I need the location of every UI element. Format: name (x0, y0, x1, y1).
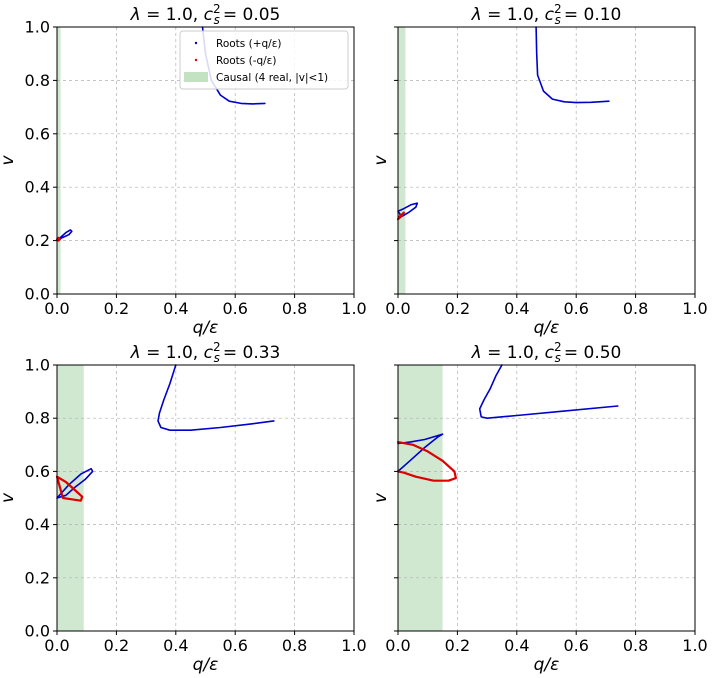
subplot-title: λ = 1.0, c2 s = 0.10 (471, 2, 622, 27)
legend-marker (194, 58, 198, 62)
series-pos-q-2 (397, 433, 444, 473)
axes-frame (56, 364, 355, 632)
x-tick-label: 0.8 (623, 636, 648, 655)
y-tick-label: 0.8 (25, 409, 50, 428)
x-axis-label: q/ε (193, 655, 219, 675)
x-axis-label: q/ε (534, 655, 560, 675)
subplot-title: λ = 1.0, c2 s = 0.05 (130, 2, 281, 27)
x-tick-label: 0.6 (563, 636, 588, 655)
x-tick-label: 1.0 (341, 299, 366, 318)
x-tick-label: 0.0 (44, 299, 69, 318)
legend: Roots (+q/ε) Roots (-q/ε) Causal (4 real, … (179, 30, 349, 90)
legend-label: Roots (-q/ε) (216, 55, 276, 67)
x-tick-label: 0.4 (504, 636, 529, 655)
series-pos-q-1 (478, 364, 619, 419)
y-tick-label: 0.0 (25, 285, 50, 304)
x-tick-label: 0.2 (104, 636, 129, 655)
subplot-title: λ = 1.0, c2 s = 0.33 (130, 340, 281, 365)
y-tick-label: 0.2 (25, 568, 50, 587)
legend-label: Causal (4 real, |v|<1) (216, 72, 328, 84)
x-tick-label: 0.2 (445, 636, 470, 655)
causal-region (398, 365, 443, 631)
y-axis-label: v (371, 492, 391, 503)
subplot-3: 0.0 0.2 0.4 0.6 0.8 1.0 0.0 0.2 0.4 0.6 0.8 1.0 q/ε v… (0, 340, 367, 675)
x-tick-label: 0.0 (385, 299, 410, 318)
x-axis-label: q/ε (193, 318, 219, 338)
legend-label: Roots (+q/ε) (216, 38, 281, 50)
series-neg-q-3 (396, 211, 405, 221)
x-tick-label: 0.4 (163, 299, 188, 318)
series-neg-q-3 (396, 441, 457, 482)
y-tick-label: 1.0 (25, 356, 50, 375)
subplot-1: 0.0 0.2 0.4 0.6 0.8 1.0 0.0 0.2 0.4 0.6 0.8 1.0 q/ε v… (0, 2, 367, 338)
subplot-title: λ = 1.0, c2 s = 0.50 (471, 340, 622, 365)
series-neg-q-3 (55, 475, 84, 502)
causal-region (57, 27, 61, 294)
axes-frame (397, 26, 696, 295)
y-tick-label: 0.6 (25, 124, 50, 143)
subplot-4: 0.0 0.2 0.4 0.6 0.8 1.0 q/ε v λ = 1.0, c2 s = 0.50 (371, 340, 708, 675)
x-tick-label: 1.0 (682, 636, 707, 655)
x-tick-label: 0.2 (104, 299, 129, 318)
y-axis-label: v (371, 155, 391, 166)
series-pos-q-2 (56, 467, 94, 499)
subplot-2: 0.0 0.2 0.4 0.6 0.8 1.0 q/ε v λ = 1.0, c2 s = 0.10 (371, 2, 708, 338)
x-tick-label: 1.0 (341, 636, 366, 655)
y-tick-label: 0.8 (25, 71, 50, 90)
grid (56, 364, 355, 632)
y-axis-label: v (0, 492, 18, 503)
x-tick-label: 0.8 (282, 299, 307, 318)
legend-marker (194, 41, 198, 45)
causal-region (398, 27, 406, 294)
series-pos-q-1 (157, 364, 275, 431)
x-tick-label: 0.4 (163, 636, 188, 655)
x-tick-label: 0.0 (385, 636, 410, 655)
x-tick-label: 0.4 (504, 299, 529, 318)
x-tick-label: 1.0 (682, 299, 707, 318)
x-tick-label: 0.0 (44, 636, 69, 655)
y-tick-label: 0.2 (25, 231, 50, 250)
x-tick-label: 0.6 (563, 299, 588, 318)
x-tick-label: 0.2 (445, 299, 470, 318)
y-tick-label: 0.0 (25, 622, 50, 641)
legend-patch (184, 72, 208, 82)
y-tick-label: 0.4 (25, 178, 50, 197)
grid (397, 26, 696, 295)
y-axis-label: v (0, 155, 18, 166)
x-axis-label: q/ε (534, 318, 560, 338)
y-tick-label: 0.6 (25, 462, 50, 481)
x-tick-label: 0.8 (282, 636, 307, 655)
x-tick-label: 0.6 (222, 636, 247, 655)
legend-box (179, 30, 349, 90)
x-tick-label: 0.8 (623, 299, 648, 318)
series-neg-q-3 (55, 236, 62, 242)
y-tick-label: 1.0 (25, 18, 50, 37)
axes-frame (56, 26, 355, 295)
y-tick-label: 0.4 (25, 515, 50, 534)
x-tick-label: 0.6 (222, 299, 247, 318)
axes-frame (397, 364, 696, 632)
series-pos-q-1 (535, 26, 610, 104)
